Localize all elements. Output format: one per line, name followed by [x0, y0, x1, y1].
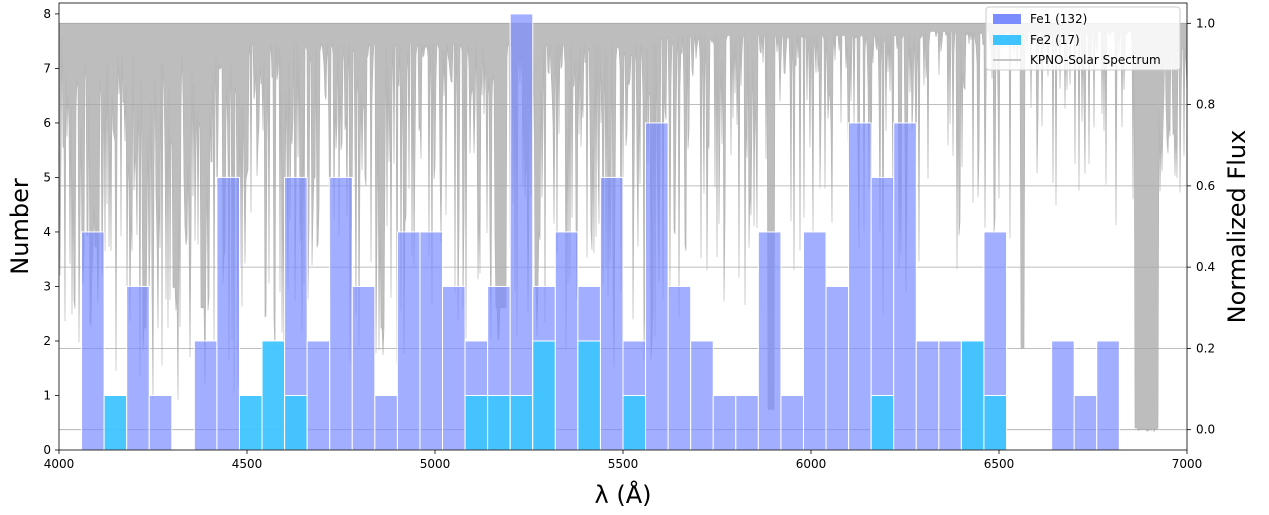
legend-label-fe2: Fe2 (17): [1030, 33, 1080, 47]
fe2-bar: [577, 340, 601, 451]
y-tick-label: 5: [43, 170, 51, 184]
y-tick-label: 6: [43, 116, 51, 130]
fe1-bar: [690, 340, 714, 451]
y-axis-label: Number: [6, 178, 34, 275]
fe1-bar: [712, 394, 737, 451]
fe1-bar: [193, 340, 218, 451]
x-tick-label: 4000: [44, 457, 75, 471]
fe2-bar: [509, 394, 534, 451]
fe1-bar: [1096, 340, 1120, 451]
axes: 4000 4500 5000 5500 6000 6500 7000 0 1 2 3 4 5 6 7 8 0.0…: [43, 7, 1215, 471]
y2-tick-label: 0.8: [1196, 98, 1215, 112]
fe1-bar: [306, 340, 331, 451]
fe1-bar: [442, 285, 466, 451]
fe1-bar: [351, 285, 376, 451]
fe1-bar: [1073, 394, 1098, 451]
fe2-bar: [532, 340, 556, 451]
fe2-bar: [103, 394, 128, 451]
legend: Fe1 (132) Fe2 (17) KPNO-Solar Spectrum: [985, 6, 1181, 71]
fe2-bar: [284, 394, 308, 451]
y2-axis-label: Normalized Flux: [1223, 130, 1251, 324]
y-tick-label: 4: [43, 225, 51, 239]
legend-swatch-fe2: [993, 35, 1021, 45]
y2-tick-label: 0.0: [1196, 423, 1215, 437]
y-tick-label: 0: [43, 443, 51, 457]
fe1-bar: [81, 231, 105, 451]
fe1-bar: [848, 122, 872, 451]
fe2-bar: [622, 394, 647, 451]
y2-tick-label: 0.6: [1196, 179, 1215, 193]
legend-label-fe1: Fe1 (132): [1030, 12, 1087, 26]
histogram-bars: [81, 13, 1120, 451]
fe2-bar: [261, 340, 286, 451]
fe2-bar: [960, 340, 985, 451]
fe1-bar: [893, 122, 917, 451]
fe1-bar: [780, 394, 804, 451]
y-tick-label: 8: [43, 7, 51, 21]
fe2-bar: [983, 394, 1008, 451]
x-tick-label: 5000: [420, 457, 451, 471]
y2-tick-label: 0.4: [1196, 260, 1215, 274]
legend-swatch-fe1: [993, 14, 1021, 24]
y-tick-label: 1: [43, 388, 51, 402]
fe1-bar: [645, 122, 669, 451]
y-tick-label: 2: [43, 334, 51, 348]
fe1-bar: [802, 231, 827, 451]
y2-tick-label: 0.2: [1196, 341, 1215, 355]
fe2-bar: [870, 394, 895, 451]
fe1-bar: [126, 285, 150, 451]
fe1-bar: [509, 13, 534, 451]
x-tick-label: 6500: [984, 457, 1015, 471]
fe1-bar: [667, 285, 692, 451]
x-tick-label: 4500: [232, 457, 263, 471]
fe1-bar: [374, 394, 398, 451]
fe1-bar: [1051, 340, 1075, 451]
fe1-bar: [148, 394, 173, 451]
x-tick-label: 6000: [796, 457, 827, 471]
fe1-bar: [554, 231, 579, 451]
y-tick-label: 3: [43, 279, 51, 293]
fe1-bar: [915, 340, 940, 451]
fe1-bar: [396, 231, 421, 451]
y-tick-label: 7: [43, 61, 51, 75]
y2-tick-label: 1.0: [1196, 16, 1215, 30]
fe1-bar: [329, 176, 353, 451]
fe1-bar: [599, 176, 624, 451]
fe1-bar: [735, 394, 759, 451]
fe1-bar: [419, 231, 444, 451]
x-tick-label: 5500: [608, 457, 639, 471]
fe1-bar: [757, 231, 782, 451]
fe1-bar: [938, 340, 962, 451]
x-axis-label: λ (Å): [595, 480, 652, 509]
fe1-bar: [216, 176, 240, 451]
legend-box: [985, 6, 1181, 71]
fe2-bar: [238, 394, 263, 451]
fe1-bar: [825, 285, 850, 451]
x-tick-label: 7000: [1172, 457, 1203, 471]
fe2-bar: [487, 394, 511, 451]
fe2-bar: [464, 394, 489, 451]
legend-label-spectrum: KPNO-Solar Spectrum: [1030, 53, 1161, 67]
